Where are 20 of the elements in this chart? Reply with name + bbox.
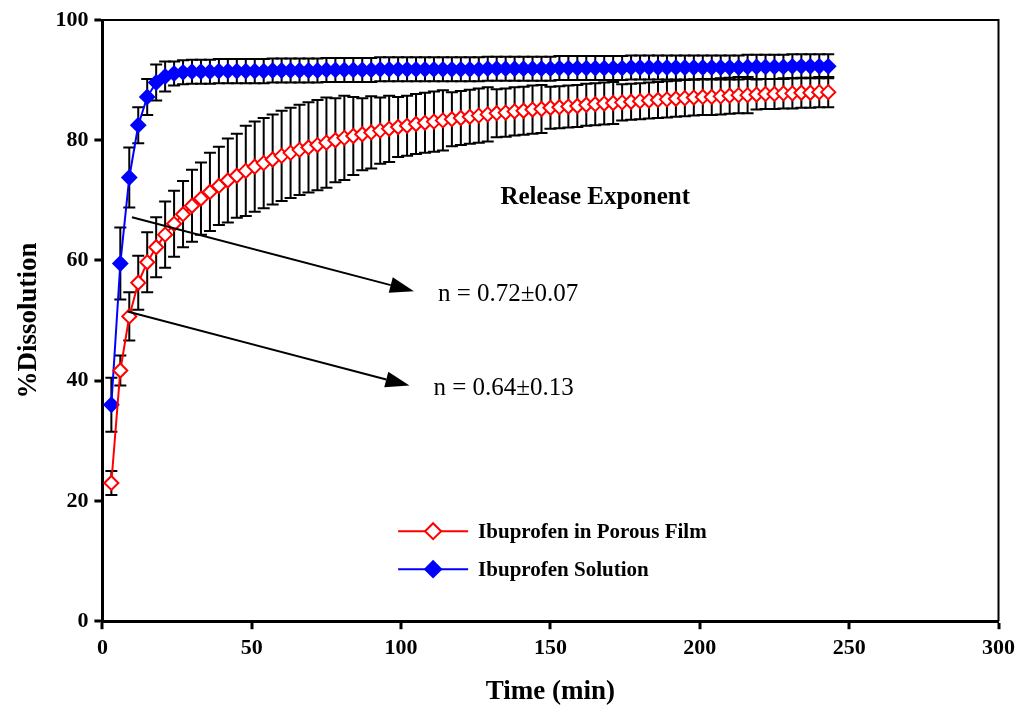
annotation: Release Exponent [500,181,691,209]
x-tick-label: 150 [533,634,567,660]
y-tick-label: 100 [55,5,89,31]
y-axis-title: %Dissolution [12,242,43,399]
y-tick-label: 40 [66,366,89,392]
x-tick-label: 50 [240,634,263,660]
x-tick-label: 200 [683,634,717,660]
legend-label: Ibuprofen in Porous Film [478,518,708,543]
y-tick-label: 20 [66,486,89,512]
legend-label: Ibuprofen Solution [478,556,650,581]
y-tick-label: 0 [77,606,89,632]
x-tick-label: 250 [832,634,866,660]
annotation: n = 0.72±0.07 [437,278,579,306]
y-tick-label: 60 [66,246,89,272]
x-tick-label: 300 [982,634,1015,660]
x-tick-label: 0 [96,634,108,660]
annotation: n = 0.64±0.13 [433,373,574,401]
y-tick-label: 80 [66,125,89,151]
x-tick-label: 100 [384,634,418,660]
x-axis-title: Time (min) [485,674,616,705]
